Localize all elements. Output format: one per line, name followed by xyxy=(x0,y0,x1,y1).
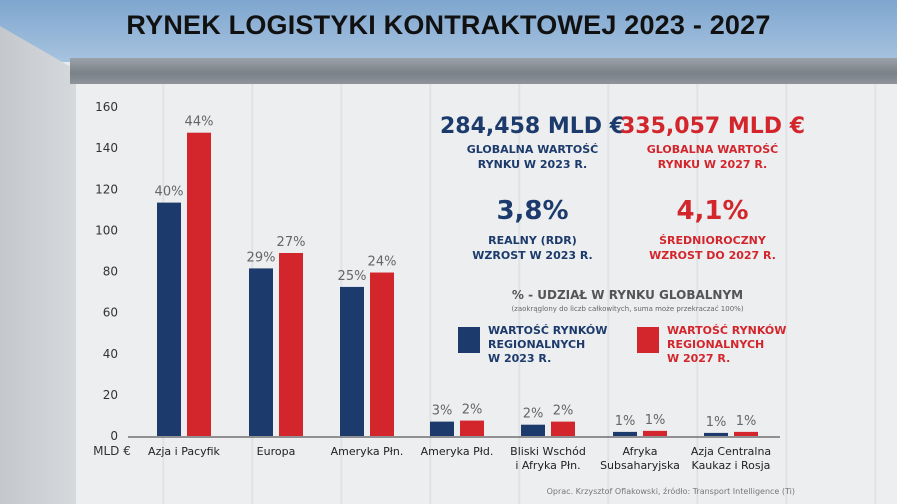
bar-data-label: 3% xyxy=(432,404,453,419)
global-2027-label-line-2: RYNKU W 2027 R. xyxy=(657,158,768,171)
bar-data-label: 29% xyxy=(247,250,276,265)
y-tick-label: 40 xyxy=(103,347,118,361)
page-title: RYNEK LOGISTYKI KONTRAKTOWEJ 2023 - 2027 xyxy=(126,10,771,40)
legend-label-2023-line-1: WARTOŚĆ RYNKÓW xyxy=(488,324,608,337)
y-tick-label: 60 xyxy=(103,306,118,320)
growth-2027-label-line-2: WZROST DO 2027 R. xyxy=(649,249,776,262)
x-category-label: Bliski Wschód xyxy=(510,445,586,458)
y-tick-label: 140 xyxy=(95,141,118,155)
legend-title: % - UDZIAŁ W RYNKU GLOBALNYM xyxy=(511,288,744,302)
bar-data-label: 1% xyxy=(736,414,757,429)
growth-2023-label-line-2: WZROST W 2023 R. xyxy=(472,249,593,262)
legend-label-2027: WARTOŚĆ RYNKÓW REGIONALNYCH W 2027 R. xyxy=(667,324,786,366)
bar-2023 xyxy=(521,424,545,436)
bar-2027 xyxy=(187,132,211,436)
bar-2027 xyxy=(279,252,303,436)
bar-data-label: 2% xyxy=(553,404,574,419)
y-tick-label: 160 xyxy=(95,100,118,114)
source-note: Oprac. Krzysztof Oflakowski, źródło: Tra… xyxy=(546,487,795,496)
bar-2027 xyxy=(460,420,484,436)
growth-2027-label-line-1: ŚREDNIOROCZNY xyxy=(659,234,766,247)
bar-data-label: 27% xyxy=(277,235,306,250)
legend-swatch-2023 xyxy=(458,327,480,353)
y-tick-label: 20 xyxy=(103,388,118,402)
x-category-label: i Afryka Płn. xyxy=(515,459,580,472)
x-category-label: Ameryka Płn. xyxy=(331,445,404,458)
bar-2023 xyxy=(430,421,454,436)
growth-2027-value: 4,1% xyxy=(676,196,749,226)
bar-data-label: 40% xyxy=(155,185,184,200)
x-category-label: Kaukaz i Rosja xyxy=(692,459,771,472)
y-tick-label: 120 xyxy=(95,182,118,196)
building-wall-background xyxy=(76,84,897,504)
bar-2023 xyxy=(249,268,273,436)
global-2023-value: 284,458 MLD € xyxy=(440,114,626,139)
global-2023-label-line-2: RYNKU W 2023 R. xyxy=(477,158,588,171)
bar-data-label: 24% xyxy=(368,255,397,270)
global-2027-value: 335,057 MLD € xyxy=(620,114,806,139)
legend-swatch-2027 xyxy=(637,327,659,353)
bar-2023 xyxy=(157,202,181,436)
bar-2023 xyxy=(340,286,364,436)
global-2027-label: GLOBALNA WARTOŚĆ RYNKU W 2027 R. xyxy=(620,142,805,172)
global-2027-label-line-1: GLOBALNA WARTOŚĆ xyxy=(646,143,779,156)
growth-2023-value: 3,8% xyxy=(496,196,569,226)
bar-2023 xyxy=(613,431,637,436)
bar-2027 xyxy=(370,272,394,436)
bar-data-label: 25% xyxy=(338,269,367,284)
x-category-label: Azja Centralna xyxy=(691,445,771,458)
bar-data-label: 44% xyxy=(185,115,214,130)
growth-2023-label-line-1: REALNY (RDR) xyxy=(488,234,577,247)
building-side-wall xyxy=(0,26,76,504)
bar-data-label: 1% xyxy=(706,415,727,430)
sky-background xyxy=(0,0,897,62)
bar-data-label: 1% xyxy=(645,413,666,428)
growth-2027-label: ŚREDNIOROCZNY WZROST DO 2027 R. xyxy=(620,233,805,263)
x-category-label: Ameryka Płd. xyxy=(421,445,494,458)
bar-2027 xyxy=(643,430,667,436)
legend-label-2027-line-1: WARTOŚĆ RYNKÓW xyxy=(667,324,787,337)
y-tick-label: 80 xyxy=(103,265,118,279)
x-category-label: Azja i Pacyfik xyxy=(148,445,221,458)
legend-label-2023: WARTOŚĆ RYNKÓW REGIONALNYCH W 2023 R. xyxy=(488,324,607,366)
global-2023-label-line-1: GLOBALNA WARTOŚĆ xyxy=(466,143,599,156)
y-tick-label: 0 xyxy=(110,429,118,443)
bar-data-label: 2% xyxy=(462,403,483,418)
legend-label-2023-line-3: W 2023 R. xyxy=(488,352,552,365)
legend-label-2023-line-2: REGIONALNYCH xyxy=(488,338,586,351)
bar-2027 xyxy=(551,421,575,436)
building-roof-edge xyxy=(70,58,897,84)
growth-2023-label: REALNY (RDR) WZROST W 2023 R. xyxy=(440,233,625,263)
x-category-label: Subsaharyjska xyxy=(600,459,680,472)
legend-label-2027-line-3: W 2027 R. xyxy=(667,352,731,365)
y-tick-label: 100 xyxy=(95,223,118,237)
bar-2023 xyxy=(704,432,728,436)
legend-label-2027-line-2: REGIONALNYCH xyxy=(667,338,765,351)
x-category-label: Afryka xyxy=(623,445,658,458)
legend-note: (zaokrąglony do liczb całkowitych, suma … xyxy=(511,305,744,313)
x-category-label: Europa xyxy=(257,445,296,458)
y-axis-unit-label: MLD € xyxy=(93,444,131,458)
bar-data-label: 1% xyxy=(615,414,636,429)
bar-data-label: 2% xyxy=(523,407,544,422)
bar-2027 xyxy=(734,431,758,436)
global-2023-label: GLOBALNA WARTOŚĆ RYNKU W 2023 R. xyxy=(440,142,625,172)
